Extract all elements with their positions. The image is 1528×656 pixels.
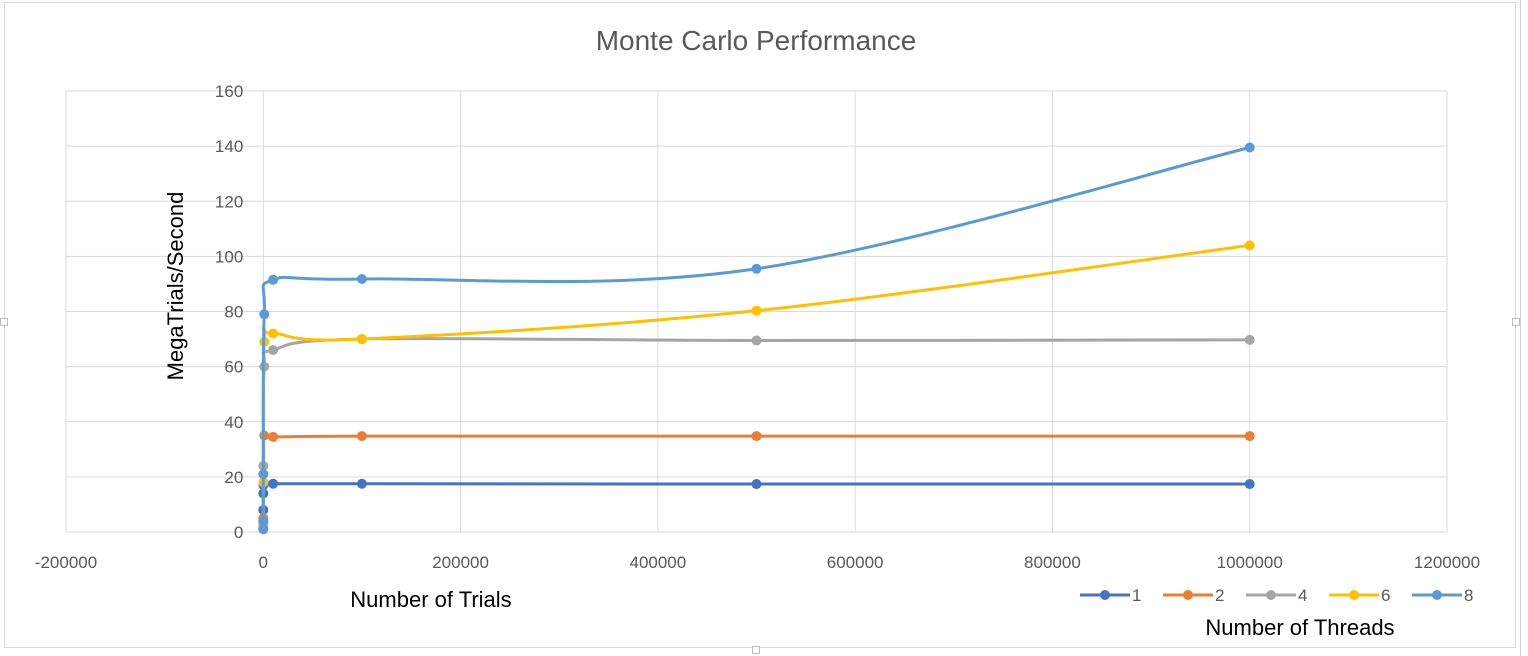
data-point-1 — [1244, 479, 1255, 490]
data-point-1 — [751, 479, 762, 490]
y-tick-label: 0 — [234, 523, 243, 542]
legend-label: 8 — [1464, 586, 1473, 605]
x-tick-label: 0 — [259, 553, 268, 572]
legend-marker — [1100, 590, 1110, 600]
data-point-2 — [356, 431, 367, 442]
tick-labels: 0 20 40 60 80 100 120 140 160 -200000 0 200000 40000… — [35, 82, 1480, 572]
data-point-1 — [356, 478, 367, 489]
legend-item-1: 1 — [1080, 586, 1141, 605]
data-point-6 — [751, 305, 762, 316]
y-axis-title: MegaTrials/Second — [163, 192, 188, 381]
data-point-8 — [259, 309, 270, 320]
x-tick-label: 400000 — [629, 553, 686, 572]
resize-handle-right[interactable] — [1512, 318, 1520, 326]
legend: 1 2 4 6 8 — [1080, 586, 1473, 605]
data-point-8 — [751, 263, 762, 274]
data-point-8 — [258, 469, 269, 480]
legend-item-8: 8 — [1412, 586, 1473, 605]
legend-label: 6 — [1381, 586, 1390, 605]
legend-item-4: 4 — [1246, 586, 1307, 605]
y-tick-label: 120 — [215, 192, 243, 211]
y-tick-label: 20 — [224, 468, 243, 487]
data-point-8 — [268, 274, 279, 285]
sheet-edge — [1520, 0, 1528, 656]
y-tick-label: 140 — [215, 137, 243, 156]
y-tick-label: 80 — [224, 303, 243, 322]
data-point-2 — [268, 431, 279, 442]
data-point-8 — [1244, 142, 1255, 153]
resize-handle-left[interactable] — [0, 318, 8, 326]
y-tick-label: 40 — [224, 413, 243, 432]
legend-marker — [1266, 590, 1276, 600]
data-point-8 — [258, 515, 269, 526]
legend-item-2: 2 — [1163, 586, 1224, 605]
x-tick-label: 1200000 — [1414, 553, 1480, 572]
legend-label: 2 — [1215, 586, 1224, 605]
x-tick-label: 600000 — [827, 553, 884, 572]
y-tick-label: 60 — [224, 358, 243, 377]
legend-label: 4 — [1298, 586, 1307, 605]
data-point-4 — [751, 335, 762, 346]
series-layer — [258, 142, 1255, 535]
series-8 — [258, 142, 1255, 535]
data-point-6 — [268, 328, 279, 339]
series-6 — [258, 240, 1255, 535]
data-point-8 — [356, 273, 367, 284]
series-1 — [258, 478, 1255, 515]
gridlines — [65, 90, 1448, 533]
data-point-8 — [258, 524, 269, 535]
data-point-2 — [1244, 431, 1255, 442]
chart-frame — [4, 2, 1516, 648]
legend-marker — [1432, 590, 1442, 600]
data-point-1 — [268, 478, 279, 489]
x-tick-label: 200000 — [432, 553, 489, 572]
data-point-4 — [1244, 334, 1255, 345]
y-tick-label: 160 — [215, 82, 243, 101]
chart-title: Monte Carlo Performance — [596, 25, 917, 56]
x-tick-label: 1000000 — [1217, 553, 1283, 572]
legend-label: 1 — [1132, 586, 1141, 605]
legend-marker — [1349, 590, 1359, 600]
legend-title: Number of Threads — [1205, 615, 1394, 640]
y-tick-label: 100 — [215, 247, 243, 266]
legend-marker — [1183, 590, 1193, 600]
x-axis-title: Number of Trials — [350, 587, 511, 612]
resize-handle-bottom[interactable] — [752, 646, 760, 654]
data-point-4 — [268, 345, 279, 356]
data-point-2 — [751, 431, 762, 442]
data-point-6 — [1244, 240, 1255, 251]
x-tick-label: -200000 — [35, 553, 97, 572]
legend-item-6: 6 — [1329, 586, 1390, 605]
data-point-6 — [356, 334, 367, 345]
series-line-8 — [261, 146, 1251, 530]
x-tick-label: 800000 — [1024, 553, 1081, 572]
